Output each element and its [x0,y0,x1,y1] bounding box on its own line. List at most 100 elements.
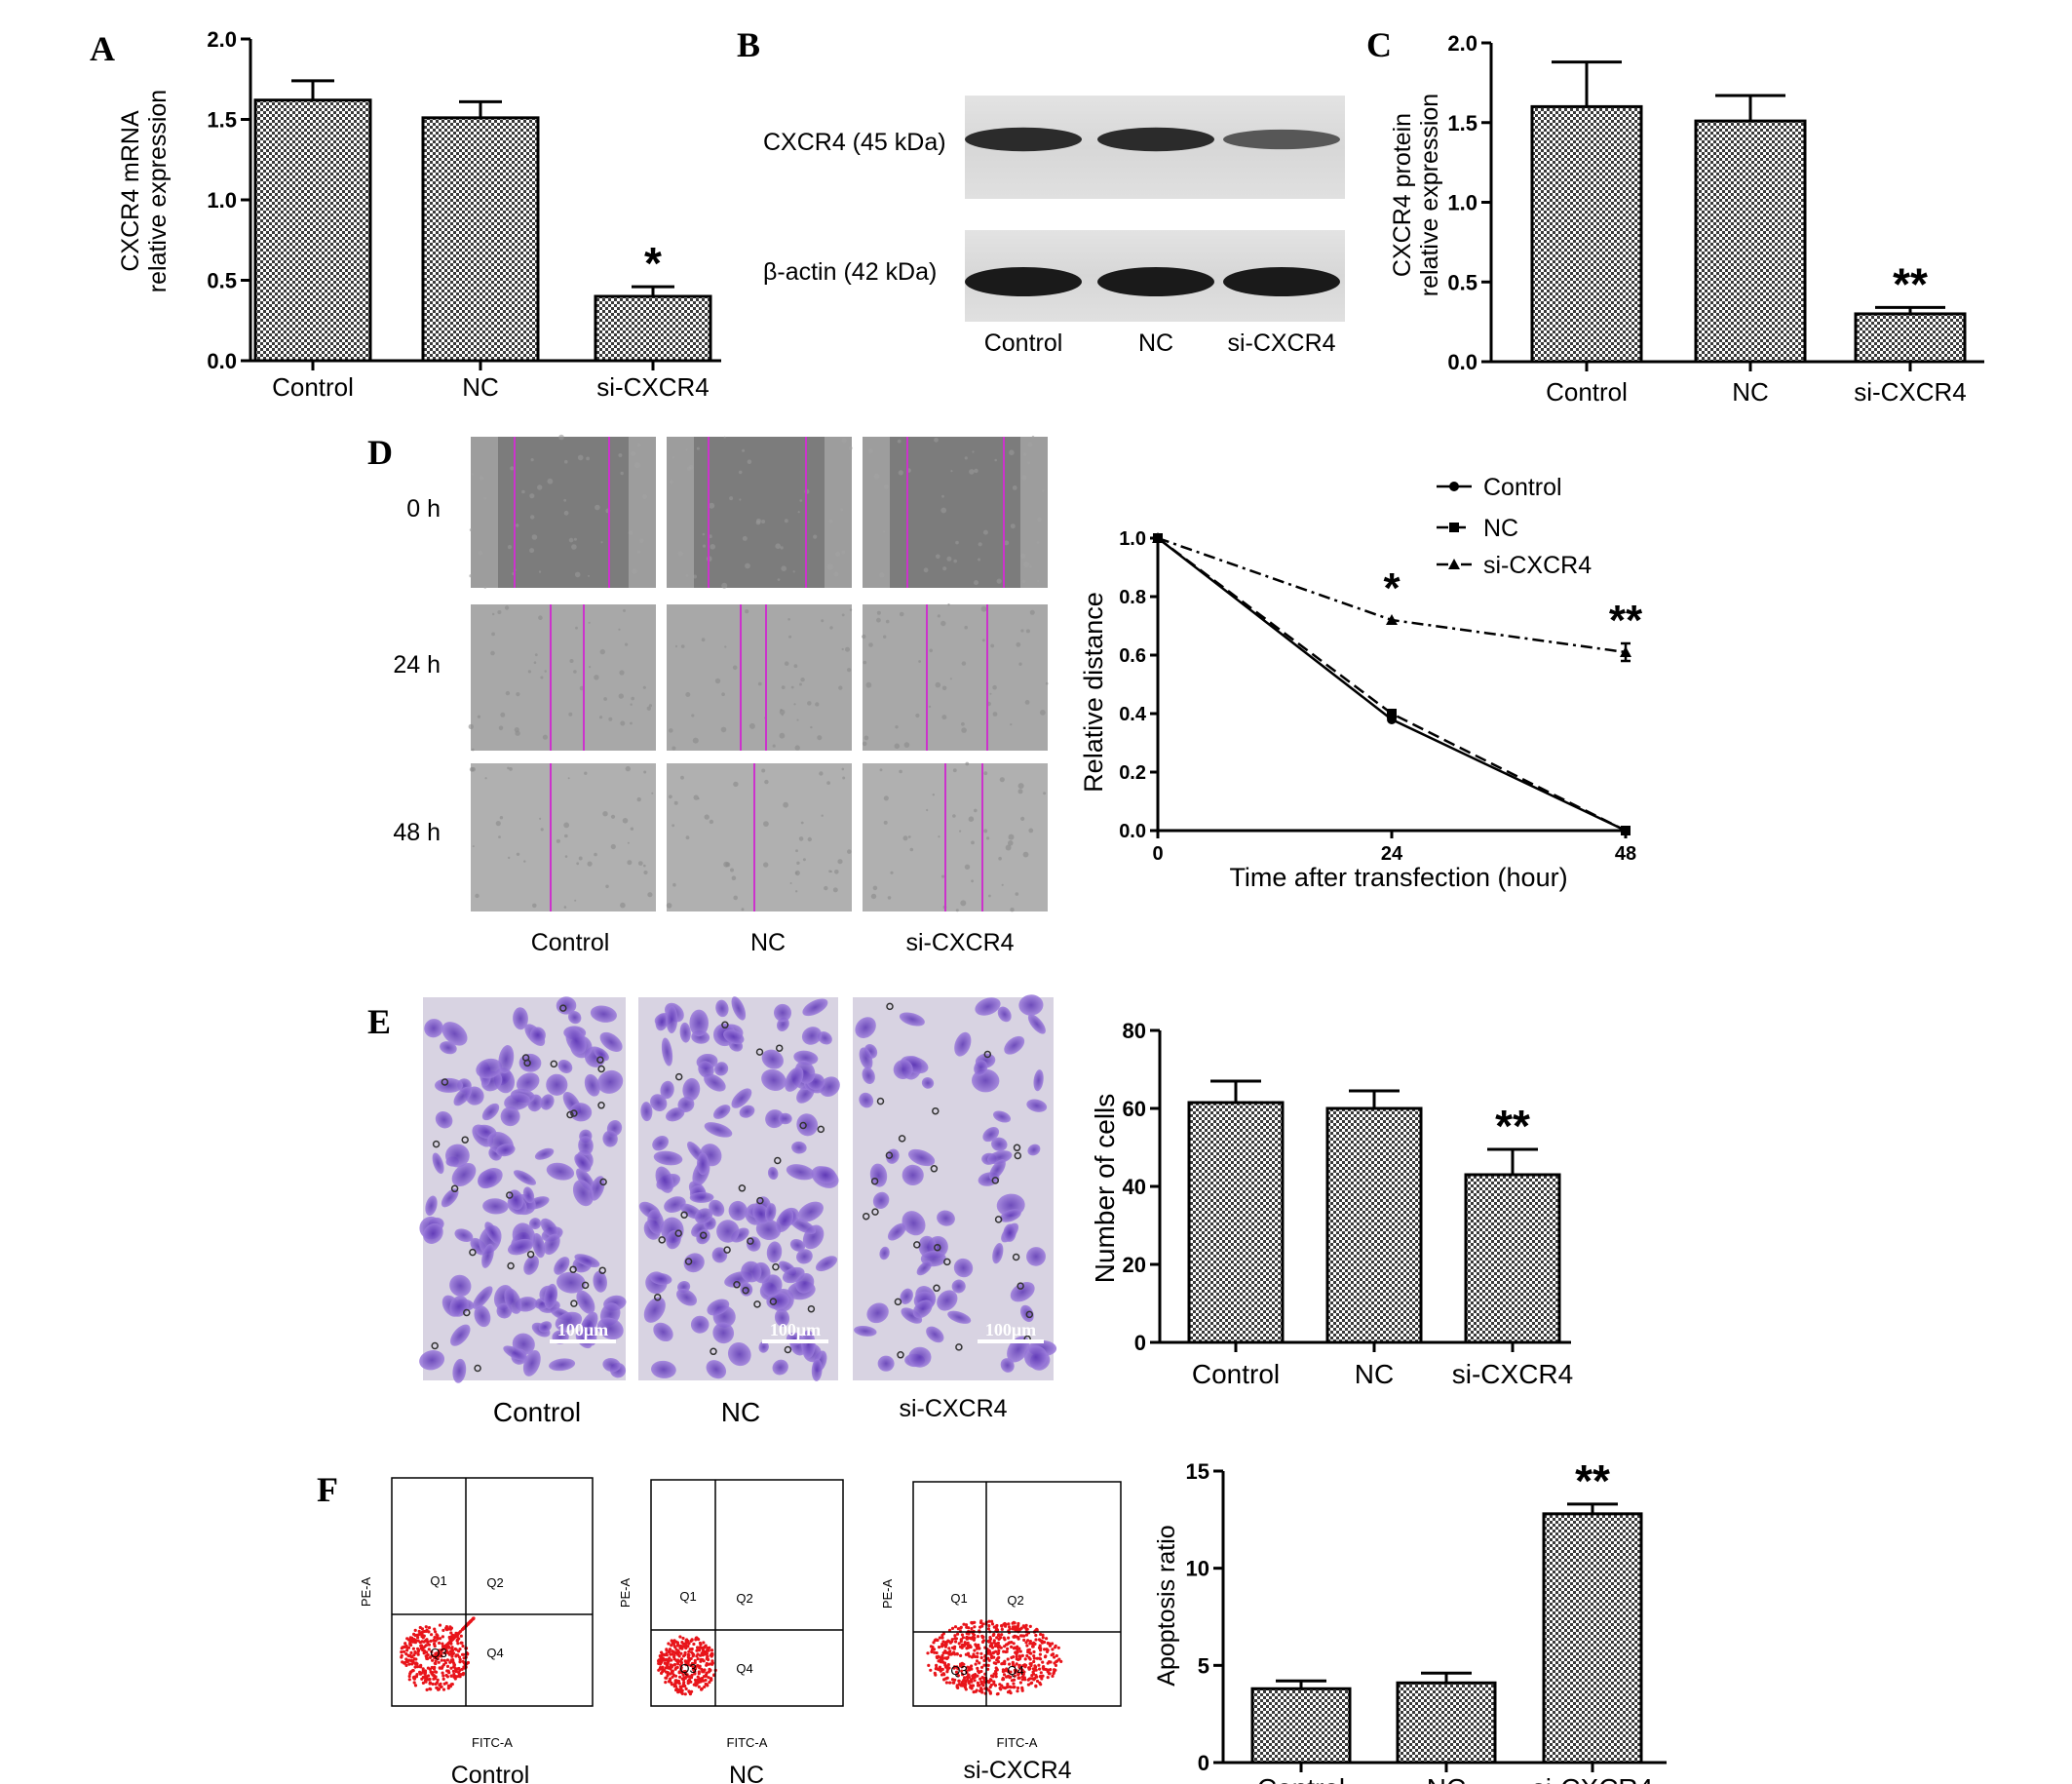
flow-event [403,1660,407,1665]
stained-cell [454,1228,474,1243]
flow-event [1000,1627,1004,1631]
chart-d-ytick-label: 1.0 [1119,528,1146,550]
cell-speck [671,746,676,751]
flow-event [1035,1656,1039,1660]
cell-speck [472,845,475,848]
flow-event [1055,1653,1058,1658]
flow-event [409,1650,413,1654]
flow-event [1028,1677,1032,1681]
chart-c-bar [1694,119,1807,364]
stained-cell [661,1037,673,1067]
flow-event [427,1648,431,1651]
cell-speck [516,692,520,697]
flow-event [685,1673,689,1678]
flow-event [462,1665,466,1669]
flow-event [1035,1675,1039,1679]
flow-event [987,1681,991,1685]
stained-cell [516,1072,540,1093]
flow-event [400,1650,403,1654]
cell-speck [631,696,634,701]
stained-cell [1004,1035,1025,1055]
stained-cell [532,1232,546,1259]
stained-cell [758,1340,769,1353]
flow-event [1041,1674,1045,1678]
flow-event [433,1642,437,1646]
flow-event [973,1625,977,1629]
flow-event [458,1648,462,1651]
stained-cell [574,1153,592,1173]
cell-speck [950,470,953,473]
stained-cell [696,1152,710,1176]
flow-event [952,1681,956,1685]
flow-event [416,1639,420,1643]
cell-speck [475,893,480,899]
flow-event [408,1642,412,1646]
stained-cell [887,1222,906,1241]
flow-event [966,1641,970,1645]
quadrant-label: Q1 [679,1589,696,1604]
flow-event [440,1685,443,1688]
chart-e-significance: ** [1495,1101,1530,1151]
cell-speck [1016,641,1021,647]
stained-cell [1026,1099,1048,1112]
stained-cell [789,1217,817,1234]
blot-band [965,267,1082,296]
cell-speck [988,894,991,898]
flow-event [426,1640,430,1644]
chart-a-bar [594,294,712,363]
chart-d-xtick-label: 0 [1152,843,1163,865]
cell-speck [1005,844,1012,851]
cell-speck [899,611,904,617]
stained-cell [1027,1014,1046,1034]
membrane-pore [862,1212,870,1221]
chart-e-ytick-label: 0 [1134,1331,1146,1355]
cell-speck [865,681,872,688]
flow-event [708,1681,711,1685]
cell-speck [564,855,568,858]
flow-event [657,1661,662,1665]
flow-event [437,1660,441,1664]
flow-event [450,1646,454,1649]
flow-event [994,1649,998,1653]
flow-event [687,1649,691,1653]
flow-event [438,1650,441,1654]
chart-a-ylabel-line2: relative expression [144,90,172,292]
flow-event [421,1667,425,1671]
flow-event [700,1667,704,1671]
flow-event [1012,1682,1016,1686]
stained-cell [666,1005,678,1033]
chart-a-ylabel-line1: CXCR4 mRNA [117,110,144,272]
cell-speck [666,903,672,909]
flow-event [702,1670,706,1674]
flow-event [932,1641,936,1645]
stained-cell [767,1166,779,1181]
flow-event [404,1663,408,1667]
flow-event [992,1655,996,1659]
membrane-pore [526,1250,535,1259]
flow-event [995,1668,999,1672]
cell-speck [723,436,726,439]
cell-speck [949,678,952,680]
flow-event [690,1650,694,1654]
flow-event [441,1671,444,1675]
cell-speck [610,843,616,850]
cell-speck [595,504,600,511]
flow-event [431,1671,435,1675]
flow-event [1018,1681,1022,1685]
membrane-pore [441,1078,449,1086]
membrane-pore [1025,1310,1034,1319]
cell-speck [630,721,633,725]
stained-cell [647,1209,665,1234]
membrane-pore [431,1341,439,1350]
flow-event [687,1653,691,1657]
stained-cell [504,1288,522,1314]
cell-speck [620,720,626,726]
flow-event [1027,1655,1031,1660]
stained-cell [675,1289,698,1306]
flow-event [405,1637,409,1641]
flow-label-nc: NC [729,1762,764,1784]
cell-speck [1008,834,1015,840]
quadrant-label: Q2 [486,1575,503,1590]
flow-event [1025,1644,1029,1648]
cell-speck [571,544,577,550]
